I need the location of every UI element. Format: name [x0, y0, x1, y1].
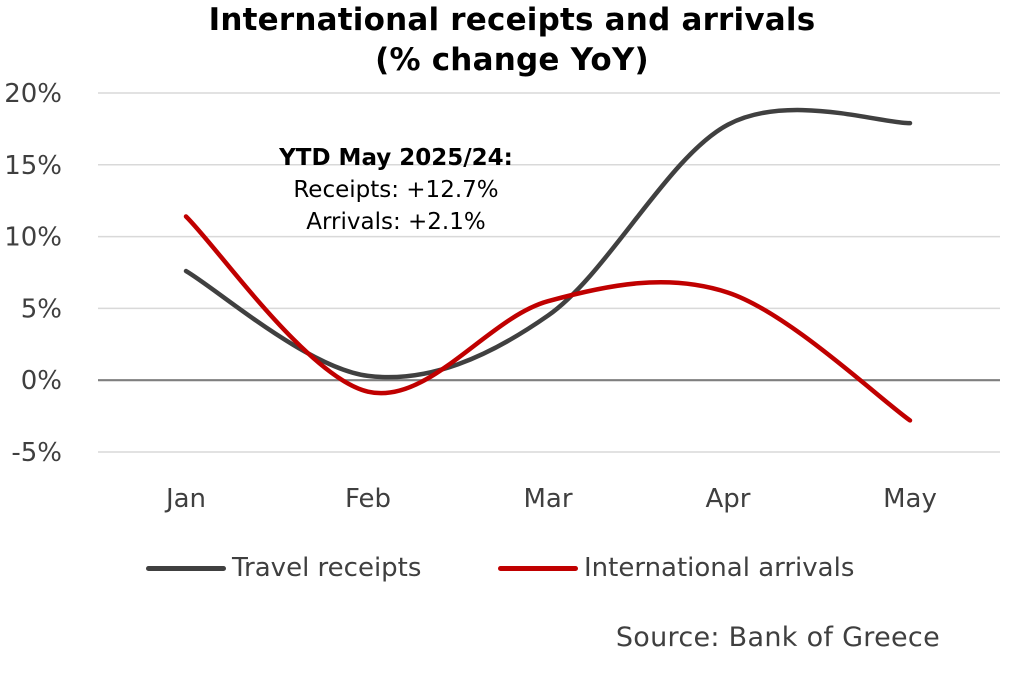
source-note: Source: Bank of Greece — [615, 622, 940, 653]
y-tick-label: 15% — [4, 151, 62, 181]
x-tick-label: Feb — [345, 484, 391, 514]
y-tick-label: 5% — [21, 294, 62, 324]
annotation-receipts: Receipts: +12.7% — [293, 177, 499, 203]
annotation-arrivals: Arrivals: +2.1% — [306, 209, 486, 235]
legend-swatch-travel-receipts — [146, 565, 226, 571]
series-lines — [183, 107, 913, 423]
legend-label-travel-receipts: Travel receipts — [232, 553, 422, 583]
y-tick-label: 0% — [21, 366, 62, 396]
legend-item-travel-receipts: Travel receipts — [146, 548, 421, 588]
annotation-heading: YTD May 2025/24: — [279, 145, 513, 171]
x-tick-label: May — [883, 484, 937, 514]
y-axis-ticks: 20% 15% 10% 5% 0% -5% — [4, 79, 62, 468]
chart-title: International receipts and arrivals — [208, 2, 816, 38]
x-tick-label: Mar — [523, 484, 572, 514]
chart-subtitle: (% change YoY) — [375, 42, 649, 78]
series-line-international-arrivals — [183, 214, 913, 423]
legend-item-international-arrivals: International arrivals — [498, 548, 854, 588]
y-tick-label: 20% — [4, 79, 62, 109]
y-tick-label: 10% — [4, 223, 62, 253]
legend: Travel receipts International arrivals — [0, 548, 1024, 588]
y-tick-label: -5% — [11, 438, 62, 468]
x-tick-label: Apr — [706, 484, 751, 514]
legend-label-international-arrivals: International arrivals — [584, 553, 855, 583]
legend-swatch-international-arrivals — [498, 565, 578, 571]
ytd-annotation: YTD May 2025/24: Receipts: +12.7% Arriva… — [236, 142, 556, 238]
x-axis-ticks: Jan Feb Mar Apr May — [164, 484, 937, 514]
gridlines — [98, 92, 1000, 453]
x-tick-label: Jan — [164, 484, 206, 514]
